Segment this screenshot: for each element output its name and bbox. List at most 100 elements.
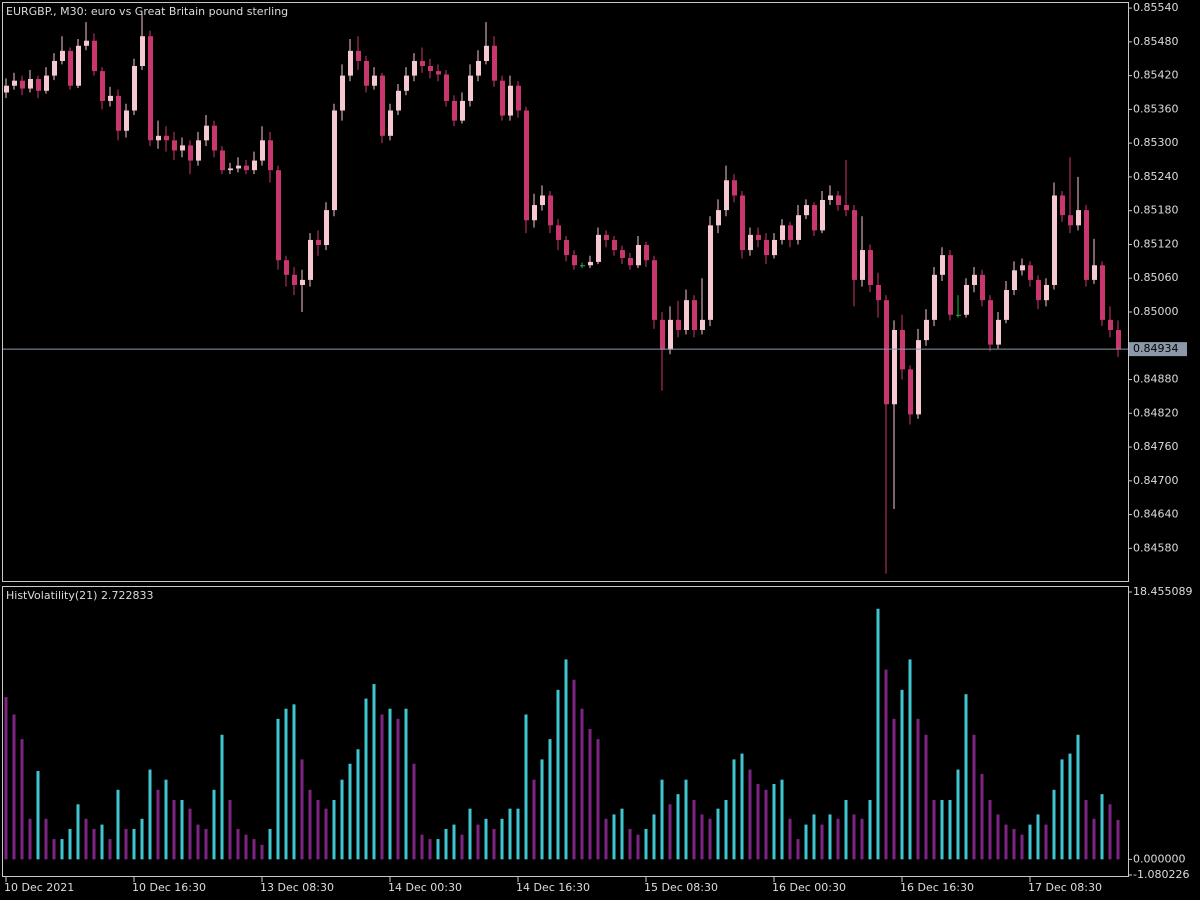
candle-body	[596, 234, 601, 262]
volatility-bar	[348, 763, 352, 860]
candle-body	[788, 225, 793, 240]
volatility-bar	[604, 818, 608, 860]
candle-body	[716, 210, 721, 226]
y-tick-label: 0.84820	[1133, 406, 1179, 419]
volatility-bar	[684, 779, 688, 860]
y-tick-label: 0.85360	[1133, 102, 1179, 115]
volatility-bar	[308, 789, 312, 860]
volatility-bar	[124, 828, 128, 860]
candle-body	[396, 90, 401, 111]
volatility-bar	[804, 824, 808, 860]
volatility-bar	[932, 799, 936, 860]
candle-body	[988, 300, 993, 345]
candle-body	[836, 195, 841, 206]
candle-body	[1076, 210, 1081, 226]
volatility-bar	[60, 839, 64, 860]
candle-body	[1036, 279, 1041, 301]
volatility-bar	[980, 773, 984, 860]
volatility-bar	[340, 779, 344, 860]
volatility-bar	[292, 704, 296, 860]
candle-body	[1004, 290, 1009, 320]
volatility-bar	[444, 828, 448, 860]
volatility-bar	[460, 834, 464, 860]
candle-body	[820, 199, 825, 231]
volatility-bar	[748, 769, 752, 860]
candle-body	[340, 75, 345, 111]
volatility-bar	[900, 689, 904, 860]
volatility-bar	[1004, 824, 1008, 860]
candle-body	[1084, 210, 1089, 280]
y-tick-label: 0.000000	[1133, 852, 1186, 865]
candle-body	[44, 75, 49, 91]
candle-body	[796, 215, 801, 240]
volatility-bar	[716, 808, 720, 860]
candle-body	[388, 110, 393, 136]
candle-body	[124, 110, 129, 131]
candle-body	[412, 60, 417, 76]
volatility-bar	[596, 739, 600, 860]
x-tick-label: 10 Dec 2021	[4, 881, 74, 894]
volatility-bar	[780, 779, 784, 860]
candle-body	[668, 319, 673, 350]
candle-body	[644, 245, 649, 261]
volatility-bar	[556, 689, 560, 860]
y-tick-label: 0.84580	[1133, 541, 1179, 554]
candle-body	[12, 80, 17, 86]
candle-body	[580, 265, 585, 267]
candle-body	[52, 60, 57, 76]
volatility-bar	[1068, 753, 1072, 860]
volatility-bar	[636, 834, 640, 860]
volatility-bar	[268, 828, 272, 860]
volatility-bar	[68, 828, 72, 860]
volatility-bar	[820, 824, 824, 860]
price-label-box	[1129, 342, 1187, 357]
x-tick-label: 14 Dec 00:30	[388, 881, 462, 894]
volatility-bar	[1036, 814, 1040, 860]
volatility-bar	[380, 714, 384, 860]
candle-body	[316, 239, 321, 246]
candle-body	[276, 170, 281, 261]
volatility-bar	[4, 697, 8, 860]
candle-body	[964, 284, 969, 315]
candle-body	[708, 225, 713, 320]
volatility-bar	[876, 608, 880, 860]
volatility-bar	[956, 769, 960, 860]
candle-body	[60, 50, 65, 61]
candle-body	[468, 75, 473, 101]
volatility-bar	[356, 749, 360, 860]
candle-body	[500, 80, 505, 116]
y-tick-label: 0.85420	[1133, 69, 1179, 82]
volatility-bar	[260, 844, 264, 860]
volatility-bar	[484, 818, 488, 860]
volatility-bar	[476, 824, 480, 860]
volatility-bar	[132, 828, 136, 860]
candle-body	[548, 195, 553, 226]
candle-body	[844, 205, 849, 211]
volatility-bar	[988, 799, 992, 860]
candle-body	[4, 85, 9, 93]
volatility-bar	[12, 714, 16, 860]
candle-body	[484, 45, 489, 61]
candle-body	[772, 239, 777, 256]
volatility-bar	[420, 834, 424, 860]
candle-body	[660, 319, 665, 350]
candle-body	[1020, 265, 1025, 271]
volatility-bar	[548, 739, 552, 860]
y-tick-label: 0.84880	[1133, 373, 1179, 386]
candle-body	[812, 205, 817, 231]
candle-body	[300, 279, 305, 285]
candle-body	[636, 245, 641, 266]
candle-body	[692, 300, 697, 330]
volatility-bar	[756, 784, 760, 860]
candle-body	[436, 71, 441, 75]
candle-body	[572, 255, 577, 266]
volatility-bar	[1116, 819, 1120, 860]
candle-body	[476, 60, 481, 76]
candle-body	[804, 205, 809, 216]
candle-body	[884, 300, 889, 405]
y-tick-label: 0.85000	[1133, 305, 1179, 318]
candle-body	[948, 255, 953, 315]
volatility-bar	[940, 799, 944, 860]
volatility-bar	[364, 698, 368, 860]
